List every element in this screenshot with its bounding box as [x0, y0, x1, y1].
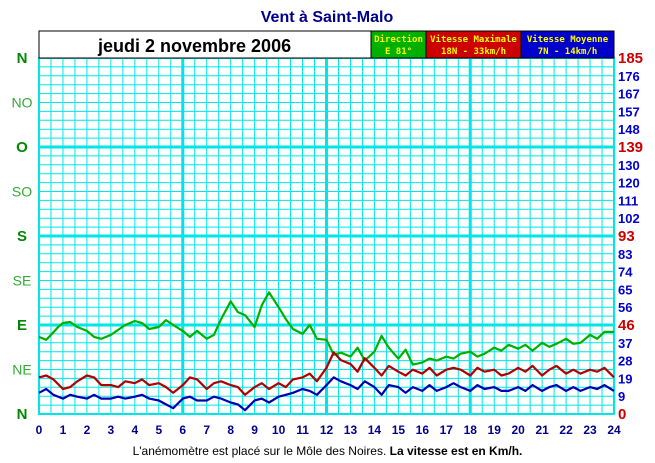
- grid: [38, 57, 615, 415]
- legend-mean-value: 7N - 14km/h: [538, 47, 598, 57]
- chart-date: jeudi 2 novembre 2006: [97, 36, 291, 56]
- legend-mean-name: Vitesse Moyenne: [527, 34, 609, 45]
- hour-tick-label: 13: [344, 423, 358, 437]
- legend-mean-speed: Vitesse Moyenne 7N - 14km/h: [520, 30, 615, 59]
- hour-tick-label: 24: [607, 423, 621, 437]
- legend-direction-value: E 81°: [385, 47, 412, 57]
- hour-tick-label: 10: [272, 423, 286, 437]
- speed-tick-label: 130: [618, 158, 640, 173]
- hour-tick-label: 4: [131, 423, 138, 437]
- speed-tick-label: 148: [618, 122, 640, 137]
- speed-tick-label: 65: [618, 282, 632, 297]
- hour-tick-label: 17: [440, 423, 454, 437]
- speed-tick-label: 37: [618, 336, 632, 351]
- max-speed-line: [38, 351, 615, 396]
- direction-tick-label: SE: [13, 273, 32, 289]
- hour-tick-label: 8: [227, 423, 234, 437]
- speed-tick-label: 9: [618, 389, 625, 404]
- speed-tick-label: 176: [618, 69, 640, 84]
- direction-axis: N NO O SO S SE E NE N: [12, 50, 33, 423]
- direction-tick-label: O: [16, 139, 28, 156]
- footer-note: L'anémomètre est placé sur le Môle des N…: [0, 444, 655, 458]
- hour-tick-label: 9: [251, 423, 258, 437]
- speed-tick-label: 74: [618, 265, 633, 280]
- mean-speed-line: [38, 376, 615, 412]
- speed-tick-label: 157: [618, 104, 640, 119]
- hour-axis: 0 1 2 3 4 5 6 7 8 9 10 11 12 13 14 15 16 17 18 19 20 21 22 23 24: [36, 423, 621, 437]
- legend-max-speed: Vitesse Maximale 18N - 33km/h: [425, 30, 522, 59]
- hour-tick-label: 16: [416, 423, 430, 437]
- speed-tick-label: 139: [618, 139, 643, 156]
- hour-tick-label: 2: [84, 423, 91, 437]
- hour-tick-label: 21: [535, 423, 549, 437]
- legend-max-value: 18N - 33km/h: [441, 47, 506, 57]
- hour-tick-label: 6: [179, 423, 186, 437]
- speed-tick-label: 28: [618, 354, 632, 369]
- legend: Direction E 81° Vitesse Maximale 18N - 3…: [370, 30, 615, 59]
- footer-bold: La vitesse est en Km/h.: [389, 444, 523, 458]
- direction-line: [38, 291, 614, 366]
- hour-tick-label: 20: [511, 423, 525, 437]
- speed-tick-label: 83: [618, 247, 632, 262]
- direction-tick-label: E: [17, 317, 27, 334]
- hour-tick-label: 1: [60, 423, 67, 437]
- speed-axis: 185 176 167 157 148 139 130 120 111 102 93 83 74 65 56…: [618, 50, 643, 423]
- direction-tick-label: S: [17, 228, 27, 245]
- legend-direction-name: Direction: [374, 34, 423, 45]
- speed-tick-label: 167: [618, 87, 640, 102]
- speed-tick-label: 56: [618, 300, 632, 315]
- speed-tick-label: 111: [618, 193, 638, 208]
- hour-tick-label: 15: [392, 423, 406, 437]
- hour-tick-label: 0: [36, 423, 43, 437]
- direction-tick-label: NO: [12, 95, 33, 111]
- speed-tick-label: 19: [618, 371, 632, 386]
- hour-tick-label: 5: [155, 423, 162, 437]
- direction-tick-label: N: [17, 50, 28, 67]
- series-lines: [38, 291, 615, 412]
- speed-tick-label: 93: [618, 228, 635, 245]
- hour-tick-label: 22: [559, 423, 573, 437]
- direction-tick-label: N: [17, 406, 28, 423]
- hour-tick-label: 18: [464, 423, 478, 437]
- direction-tick-label: SO: [12, 184, 32, 200]
- footer-text: L'anémomètre est placé sur le Môle des N…: [132, 444, 387, 458]
- hour-tick-label: 12: [320, 423, 334, 437]
- chart-title: Vent à Saint-Malo: [261, 9, 394, 26]
- hour-tick-label: 3: [108, 423, 115, 437]
- speed-tick-label: 102: [618, 211, 640, 226]
- direction-tick-label: NE: [12, 362, 31, 378]
- speed-tick-label: 185: [618, 50, 643, 67]
- speed-tick-label: 0: [618, 406, 626, 423]
- legend-direction: Direction E 81°: [370, 30, 427, 59]
- hour-tick-label: 7: [203, 423, 210, 437]
- speed-tick-label: 120: [618, 176, 640, 191]
- legend-max-name: Vitesse Maximale: [430, 34, 517, 45]
- hour-tick-label: 23: [583, 423, 597, 437]
- hour-tick-label: 19: [488, 423, 502, 437]
- speed-tick-label: 46: [618, 317, 635, 334]
- hour-tick-label: 14: [368, 423, 382, 437]
- hour-tick-label: 11: [296, 423, 309, 437]
